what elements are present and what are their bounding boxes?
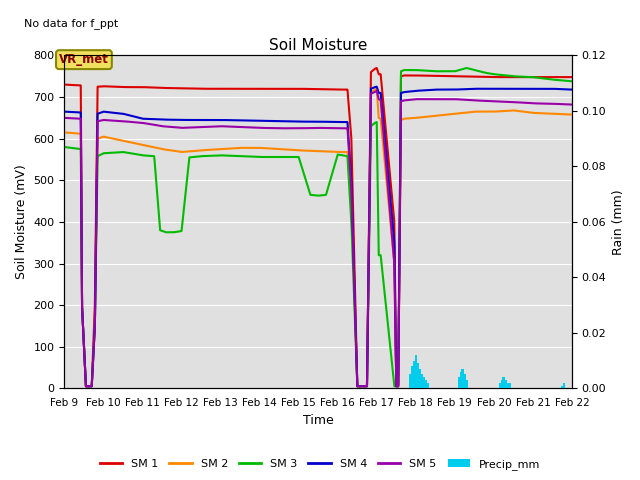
Text: No data for f_ppt: No data for f_ppt [24, 18, 118, 29]
Bar [461, 369, 464, 388]
Y-axis label: Rain (mm): Rain (mm) [612, 189, 625, 255]
Bar [504, 380, 507, 388]
Bar [413, 360, 415, 388]
Bar [506, 383, 509, 388]
Bar [419, 369, 421, 388]
Bar [424, 380, 427, 388]
Bar [458, 377, 460, 388]
Bar [417, 363, 419, 388]
Legend: SM 1, SM 2, SM 3, SM 4, SM 5, Precip_mm: SM 1, SM 2, SM 3, SM 4, SM 5, Precip_mm [95, 455, 545, 474]
Bar [426, 383, 429, 388]
Bar [460, 372, 462, 388]
Bar [502, 377, 505, 388]
Bar [465, 380, 468, 388]
Bar [500, 380, 503, 388]
Bar [420, 374, 423, 388]
Bar [499, 383, 501, 388]
Bar [422, 377, 425, 388]
Bar [563, 383, 565, 388]
Bar [561, 385, 563, 388]
Bar [463, 374, 466, 388]
Bar [508, 383, 511, 388]
Bar [415, 355, 417, 388]
Text: VR_met: VR_met [59, 53, 109, 66]
Y-axis label: Soil Moisture (mV): Soil Moisture (mV) [15, 165, 28, 279]
Bar [409, 374, 411, 388]
Bar [411, 366, 413, 388]
X-axis label: Time: Time [303, 414, 333, 427]
Title: Soil Moisture: Soil Moisture [269, 38, 367, 53]
